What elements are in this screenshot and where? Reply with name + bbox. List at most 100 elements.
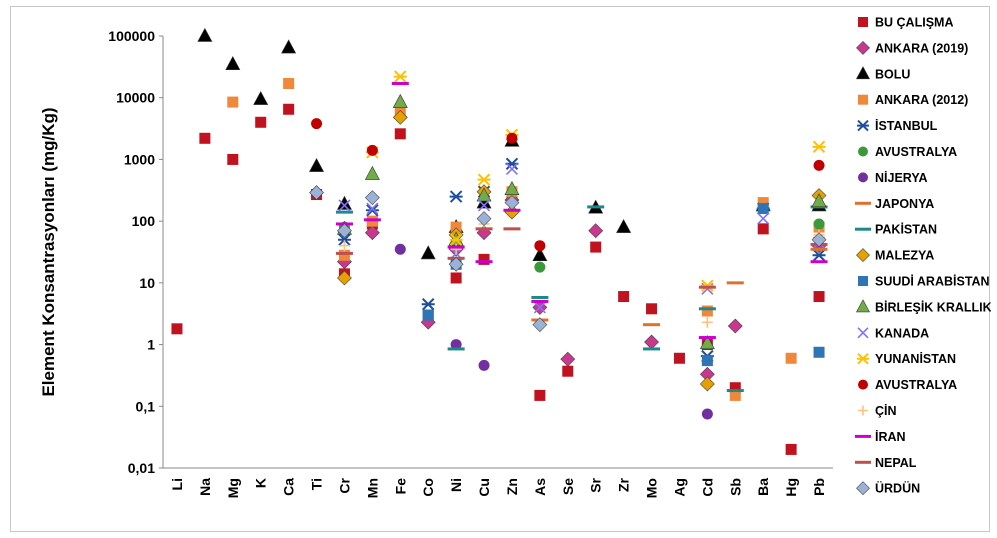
data-point xyxy=(393,70,407,83)
data-markers xyxy=(171,27,828,455)
data-point xyxy=(587,205,605,209)
x-tick-label: Se xyxy=(560,478,576,495)
x-tick-label: Ca xyxy=(281,478,297,496)
series-group xyxy=(335,227,828,289)
legend-item: PAKİSTAN xyxy=(855,222,937,237)
x-tick-label: Sb xyxy=(727,478,743,496)
series-group xyxy=(338,218,825,273)
data-point xyxy=(698,285,716,289)
x-tick-label: Zr xyxy=(616,477,632,492)
data-point xyxy=(616,218,632,233)
legend-label: BOLU xyxy=(875,67,910,81)
x-tick-label: Mo xyxy=(644,478,660,498)
legend-marker xyxy=(855,299,871,313)
data-point xyxy=(810,247,828,251)
legend-item: SUUDİ ARABİSTAN xyxy=(858,274,990,289)
data-point xyxy=(701,355,713,367)
x-tick-label: Na xyxy=(197,478,213,496)
legend-label: NİJERYA xyxy=(875,170,928,185)
x-tick-label: Ba xyxy=(755,478,771,496)
data-point xyxy=(366,202,379,215)
data-point xyxy=(338,199,351,212)
data-point xyxy=(644,334,659,350)
legend-label: ÜRDÜN xyxy=(875,481,920,496)
data-point xyxy=(478,253,490,265)
data-point xyxy=(534,240,546,252)
x-tick-label: Hg xyxy=(783,478,799,497)
legend-item: BU ÇALIŞMA xyxy=(858,16,953,30)
series-group xyxy=(197,27,827,262)
legend-label: KANADA xyxy=(875,326,929,340)
data-point xyxy=(478,359,490,371)
legend-marker xyxy=(858,276,868,286)
data-point xyxy=(335,210,353,214)
legend-label: BİRLEŞİK KRALLIK xyxy=(875,299,991,314)
data-point xyxy=(421,298,435,311)
data-point xyxy=(337,233,351,246)
data-point xyxy=(811,232,827,248)
legend-item: NİJERYA xyxy=(858,170,928,185)
legend-marker xyxy=(858,94,868,105)
legend-label: SUUDİ ARABİSTAN xyxy=(875,274,990,289)
data-point xyxy=(337,223,352,239)
data-point xyxy=(171,323,183,335)
legend-item: ANKARA (2012) xyxy=(858,93,968,107)
data-point xyxy=(726,281,744,285)
legend-label: ÇİN xyxy=(875,403,897,418)
data-point xyxy=(646,303,658,315)
data-point xyxy=(311,118,323,130)
data-point xyxy=(531,299,549,303)
data-point xyxy=(476,211,492,227)
data-point xyxy=(532,317,548,333)
data-point xyxy=(253,90,269,105)
legend-marker xyxy=(857,352,869,365)
data-point xyxy=(283,77,295,89)
data-point xyxy=(813,218,825,230)
data-point xyxy=(701,408,713,420)
data-point xyxy=(562,365,574,377)
data-point xyxy=(785,443,797,455)
legend-label: ANKARA (2012) xyxy=(875,93,968,107)
x-tick-label: Ti xyxy=(309,478,325,490)
x-tick-label: Co xyxy=(420,478,436,497)
data-point xyxy=(477,199,491,212)
legend-label: YUNANİSTAN xyxy=(875,351,956,366)
legend-label: AVUSTRALYA xyxy=(875,378,957,392)
data-point xyxy=(475,260,493,264)
data-point xyxy=(729,389,741,401)
legend-label: İSTANBUL xyxy=(875,118,938,133)
data-point xyxy=(813,346,825,358)
legend-item: MALEZYA xyxy=(856,248,934,263)
data-point xyxy=(534,261,546,273)
x-tick-label: K xyxy=(253,478,269,488)
x-tick-label: Zn xyxy=(504,478,520,495)
data-point xyxy=(394,128,406,140)
x-tick-label: Mn xyxy=(364,478,380,498)
data-point xyxy=(283,103,295,115)
y-axis-ticks: 0,01 0,1 1 10 100 1000 10000 100000 xyxy=(108,28,163,476)
series-group xyxy=(338,162,826,314)
data-point xyxy=(729,382,741,394)
x-tick-label: Cu xyxy=(476,478,492,497)
legend-marker xyxy=(858,172,868,183)
data-point xyxy=(309,185,324,201)
legend-item: BOLU xyxy=(855,66,910,81)
series-group xyxy=(337,109,827,392)
data-point xyxy=(532,247,548,262)
legend-marker xyxy=(858,379,868,390)
data-point xyxy=(450,272,462,284)
data-point xyxy=(475,227,493,231)
data-point xyxy=(447,347,465,351)
series-group xyxy=(337,192,827,382)
data-point xyxy=(504,181,520,195)
data-point xyxy=(477,173,491,186)
data-point xyxy=(533,301,546,314)
legend-item: JAPONYA xyxy=(855,197,934,211)
data-point xyxy=(757,212,770,225)
data-point xyxy=(506,132,518,144)
legend-item: ÜRDÜN xyxy=(856,481,920,496)
data-point xyxy=(700,279,714,292)
data-point xyxy=(505,162,519,176)
data-point xyxy=(337,270,352,286)
x-tick-label: Mg xyxy=(225,478,241,498)
